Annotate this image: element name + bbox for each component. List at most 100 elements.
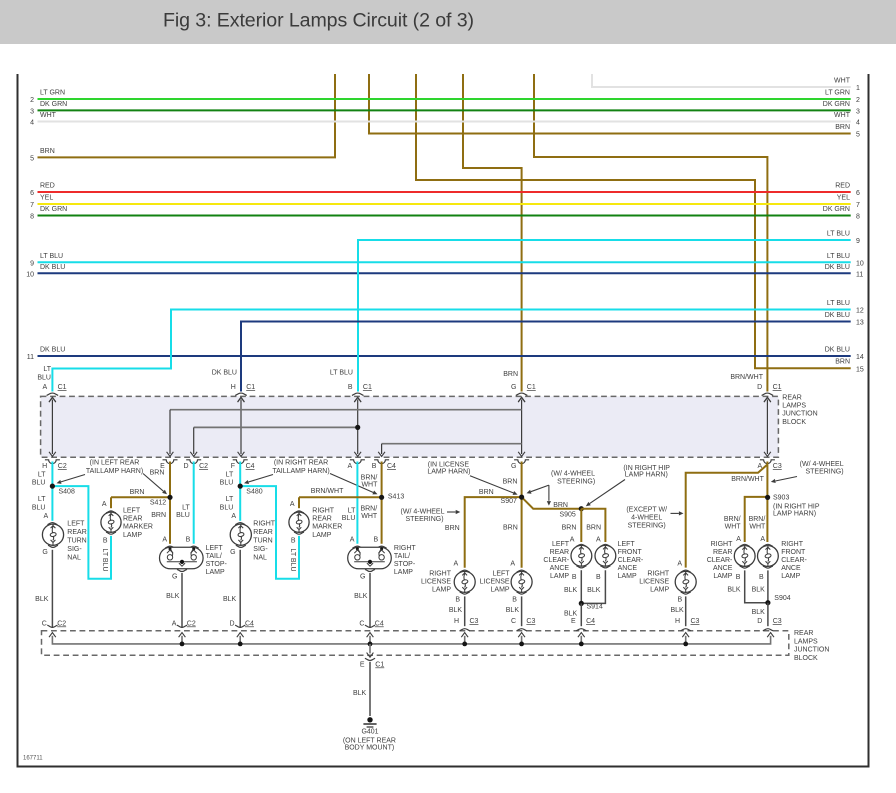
svg-text:(IN RIGHT REAR: (IN RIGHT REAR (274, 460, 328, 467)
svg-text:BRN: BRN (503, 479, 518, 486)
svg-text:C1: C1 (527, 384, 536, 391)
svg-text:BLK: BLK (35, 596, 49, 603)
svg-text:RIGHT: RIGHT (394, 545, 417, 552)
svg-text:WHT: WHT (40, 112, 57, 119)
svg-text:10: 10 (856, 260, 864, 267)
svg-text:(IN LICENSE: (IN LICENSE (428, 462, 470, 469)
svg-text:5: 5 (856, 132, 860, 139)
svg-text:TAILLAMP HARN): TAILLAMP HARN) (272, 468, 329, 475)
svg-text:C1: C1 (375, 661, 384, 668)
svg-text:B: B (348, 384, 353, 391)
svg-text:A: A (172, 620, 177, 627)
svg-text:LT BLU: LT BLU (827, 253, 850, 260)
svg-text:LICENSE: LICENSE (639, 578, 669, 585)
svg-text:DK BLU: DK BLU (825, 264, 850, 271)
svg-text:15: 15 (856, 366, 864, 373)
svg-text:LT BLU: LT BLU (101, 548, 108, 571)
svg-text:A: A (570, 537, 575, 544)
svg-text:WHT: WHT (725, 523, 742, 530)
svg-text:11: 11 (856, 271, 863, 278)
svg-text:5: 5 (30, 156, 34, 163)
svg-text:BRN: BRN (586, 524, 601, 531)
svg-text:WHT: WHT (834, 78, 851, 85)
svg-text:7: 7 (856, 202, 860, 209)
svg-text:C1: C1 (363, 384, 372, 391)
svg-text:BLK: BLK (353, 690, 367, 697)
svg-text:BRN: BRN (503, 524, 518, 531)
svg-text:C4: C4 (375, 620, 384, 627)
svg-text:C1: C1 (246, 384, 255, 391)
svg-text:REAR: REAR (253, 529, 272, 536)
svg-text:(W/ 4-WHEEL: (W/ 4-WHEEL (551, 470, 595, 477)
svg-text:D: D (230, 620, 235, 627)
svg-text:A: A (44, 513, 49, 520)
svg-text:DK BLU: DK BLU (825, 312, 850, 319)
svg-text:E: E (360, 661, 365, 668)
svg-text:D: D (183, 463, 188, 470)
svg-text:ANCE: ANCE (781, 565, 801, 572)
svg-text:LT BLU: LT BLU (40, 253, 63, 260)
svg-text:NAL: NAL (67, 554, 81, 561)
svg-text:ANCE: ANCE (550, 565, 570, 572)
svg-text:BRN/: BRN/ (749, 516, 766, 523)
svg-text:3: 3 (30, 109, 34, 116)
svg-text:LAMP HARN): LAMP HARN) (773, 510, 816, 517)
svg-text:8: 8 (30, 214, 34, 221)
svg-text:WHT: WHT (749, 523, 766, 530)
svg-text:BLK: BLK (506, 607, 520, 614)
svg-text:167711: 167711 (23, 755, 43, 761)
svg-text:4: 4 (856, 120, 860, 127)
svg-text:BLOCK: BLOCK (782, 419, 806, 426)
svg-text:A: A (454, 561, 459, 568)
svg-text:STEERING): STEERING) (405, 516, 443, 523)
svg-text:C3: C3 (470, 618, 479, 625)
svg-text:H: H (231, 384, 236, 391)
svg-text:LEFT: LEFT (67, 520, 85, 527)
svg-text:S412: S412 (150, 499, 166, 506)
svg-text:C3: C3 (773, 463, 782, 470)
svg-text:RED: RED (835, 183, 850, 190)
svg-text:A: A (231, 513, 236, 520)
svg-text:LT: LT (348, 507, 356, 514)
svg-text:B: B (572, 574, 577, 581)
svg-text:ANCE: ANCE (713, 565, 733, 572)
svg-text:LEFT: LEFT (618, 541, 636, 548)
svg-text:NAL: NAL (253, 554, 267, 561)
svg-text:BRN: BRN (479, 489, 494, 496)
svg-text:BRN: BRN (130, 489, 145, 496)
svg-text:BLU: BLU (32, 504, 46, 511)
svg-text:CLEAR-: CLEAR- (618, 557, 644, 564)
svg-text:S480: S480 (246, 488, 262, 495)
svg-text:STOP-: STOP- (394, 561, 416, 568)
svg-text:BRN/: BRN/ (360, 506, 377, 513)
svg-text:BRN: BRN (150, 469, 165, 476)
svg-text:F: F (231, 463, 235, 470)
svg-text:10: 10 (26, 271, 34, 278)
svg-text:A: A (162, 537, 167, 544)
svg-text:(W/ 4-WHEEL: (W/ 4-WHEEL (800, 461, 844, 468)
svg-text:H: H (454, 618, 459, 625)
svg-text:RIGHT: RIGHT (312, 507, 335, 514)
svg-text:BLK: BLK (223, 596, 237, 603)
svg-text:(EXCEPT W/: (EXCEPT W/ (626, 506, 667, 513)
svg-text:BRN: BRN (503, 371, 518, 378)
svg-text:LICENSE: LICENSE (480, 578, 510, 585)
svg-text:C3: C3 (691, 618, 700, 625)
svg-text:C4: C4 (387, 463, 396, 470)
svg-text:3: 3 (856, 109, 860, 116)
svg-text:BLK: BLK (564, 610, 578, 617)
svg-text:RIGHT: RIGHT (253, 520, 275, 527)
svg-text:CLEAR-: CLEAR- (543, 557, 569, 564)
svg-text:REAR: REAR (67, 529, 86, 536)
svg-text:C4: C4 (586, 618, 595, 625)
svg-text:11: 11 (27, 354, 34, 361)
svg-text:C: C (42, 620, 47, 627)
svg-text:2: 2 (856, 97, 860, 104)
svg-text:ANCE: ANCE (618, 565, 638, 572)
svg-text:(IN LEFT REAR: (IN LEFT REAR (90, 460, 140, 467)
svg-text:H: H (42, 463, 47, 470)
svg-text:BLK: BLK (166, 593, 180, 600)
svg-text:LAMP: LAMP (781, 573, 800, 580)
svg-text:DK GRN: DK GRN (823, 206, 850, 213)
svg-text:S914: S914 (587, 604, 603, 611)
